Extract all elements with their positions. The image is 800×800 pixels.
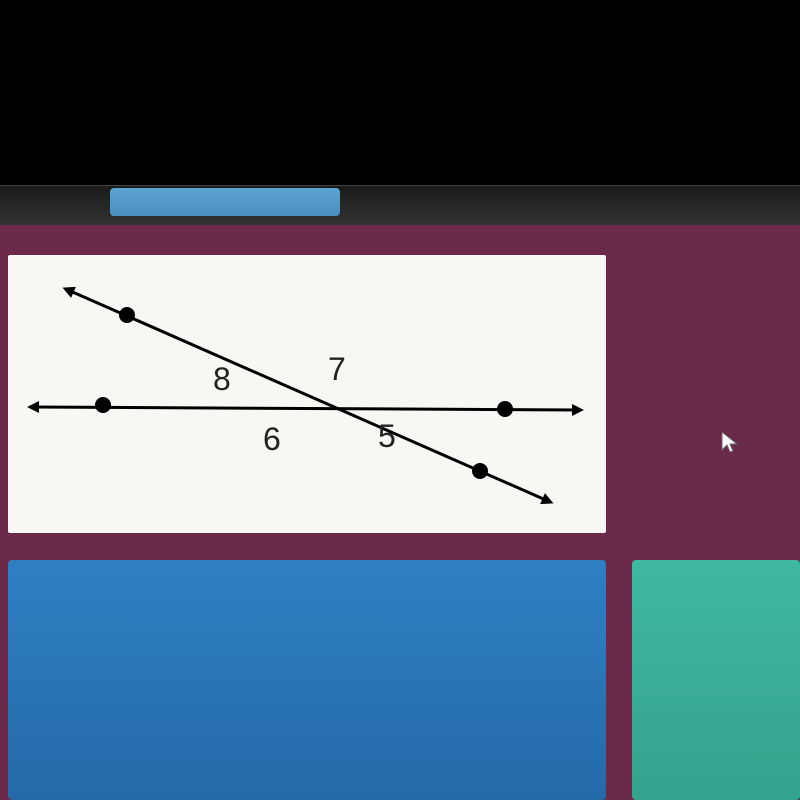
option-card-blue[interactable] [8,560,606,800]
angle-label-8: 8 [213,361,231,397]
angle-label-6: 6 [263,421,281,457]
point-right [497,401,513,417]
letterbox-top [0,0,800,200]
point-left [95,397,111,413]
option-card-teal[interactable] [632,560,800,800]
horizontal-line [33,407,578,410]
desktop-background: 8 7 6 5 [0,225,800,800]
angle-label-5: 5 [378,418,396,454]
point-lower-right [472,463,488,479]
intersecting-lines-diagram: 8 7 6 5 [8,255,606,533]
diagram-card: 8 7 6 5 [8,255,606,533]
angle-label-7: 7 [328,351,346,387]
browser-tab[interactable] [110,188,340,216]
point-upper-left [119,307,135,323]
screen: 8 7 6 5 [0,0,800,800]
